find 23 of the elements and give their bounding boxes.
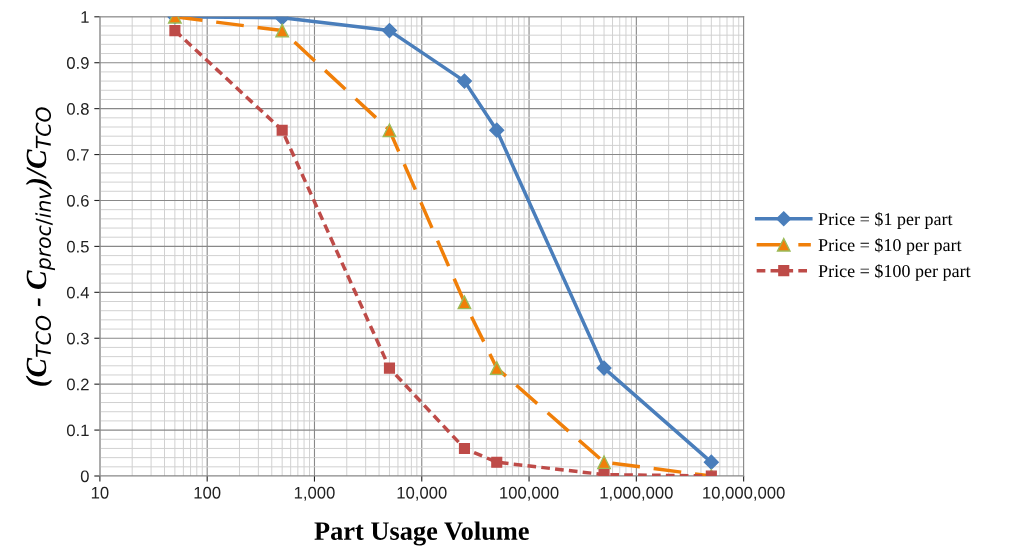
y-tick-label: 0.4	[66, 286, 89, 299]
x-tick-label: 10,000,000	[703, 486, 785, 501]
x-tick-label: 10	[91, 486, 109, 499]
legend-label: Price = $100 per part	[818, 263, 971, 281]
y-tick-label: 0.5	[66, 240, 89, 253]
x-tick-label: 100,000	[500, 486, 559, 501]
x-tick-label: 10,000	[397, 486, 447, 501]
y-tick-label: 0.2	[66, 378, 89, 391]
y-tick-label: 0.7	[66, 148, 89, 161]
y-tick-label: 0	[80, 470, 89, 483]
legend-label: Price = $10 per part	[818, 237, 962, 255]
x-tick-label: 1,000,000	[600, 486, 673, 501]
y-tick-label: 0.8	[66, 103, 89, 115]
y-axis-title: (C$_{TCO}$ - C$_{proc/inv}$)/C$_{TCO}$	[25, 107, 56, 386]
y-tick-label: 0.9	[66, 57, 89, 69]
y-tick-label: 0.3	[66, 332, 89, 345]
y-tick-label: 0.1	[66, 424, 89, 437]
legend-label: Price = $1 per part	[818, 211, 953, 229]
x-axis-title: Part Usage Volume	[314, 521, 529, 546]
x-tick-label: 100	[194, 486, 221, 499]
y-tick-label: 1	[81, 11, 89, 23]
x-tick-label: 1,000	[294, 486, 335, 501]
y-tick-label: 0.6	[66, 194, 89, 207]
